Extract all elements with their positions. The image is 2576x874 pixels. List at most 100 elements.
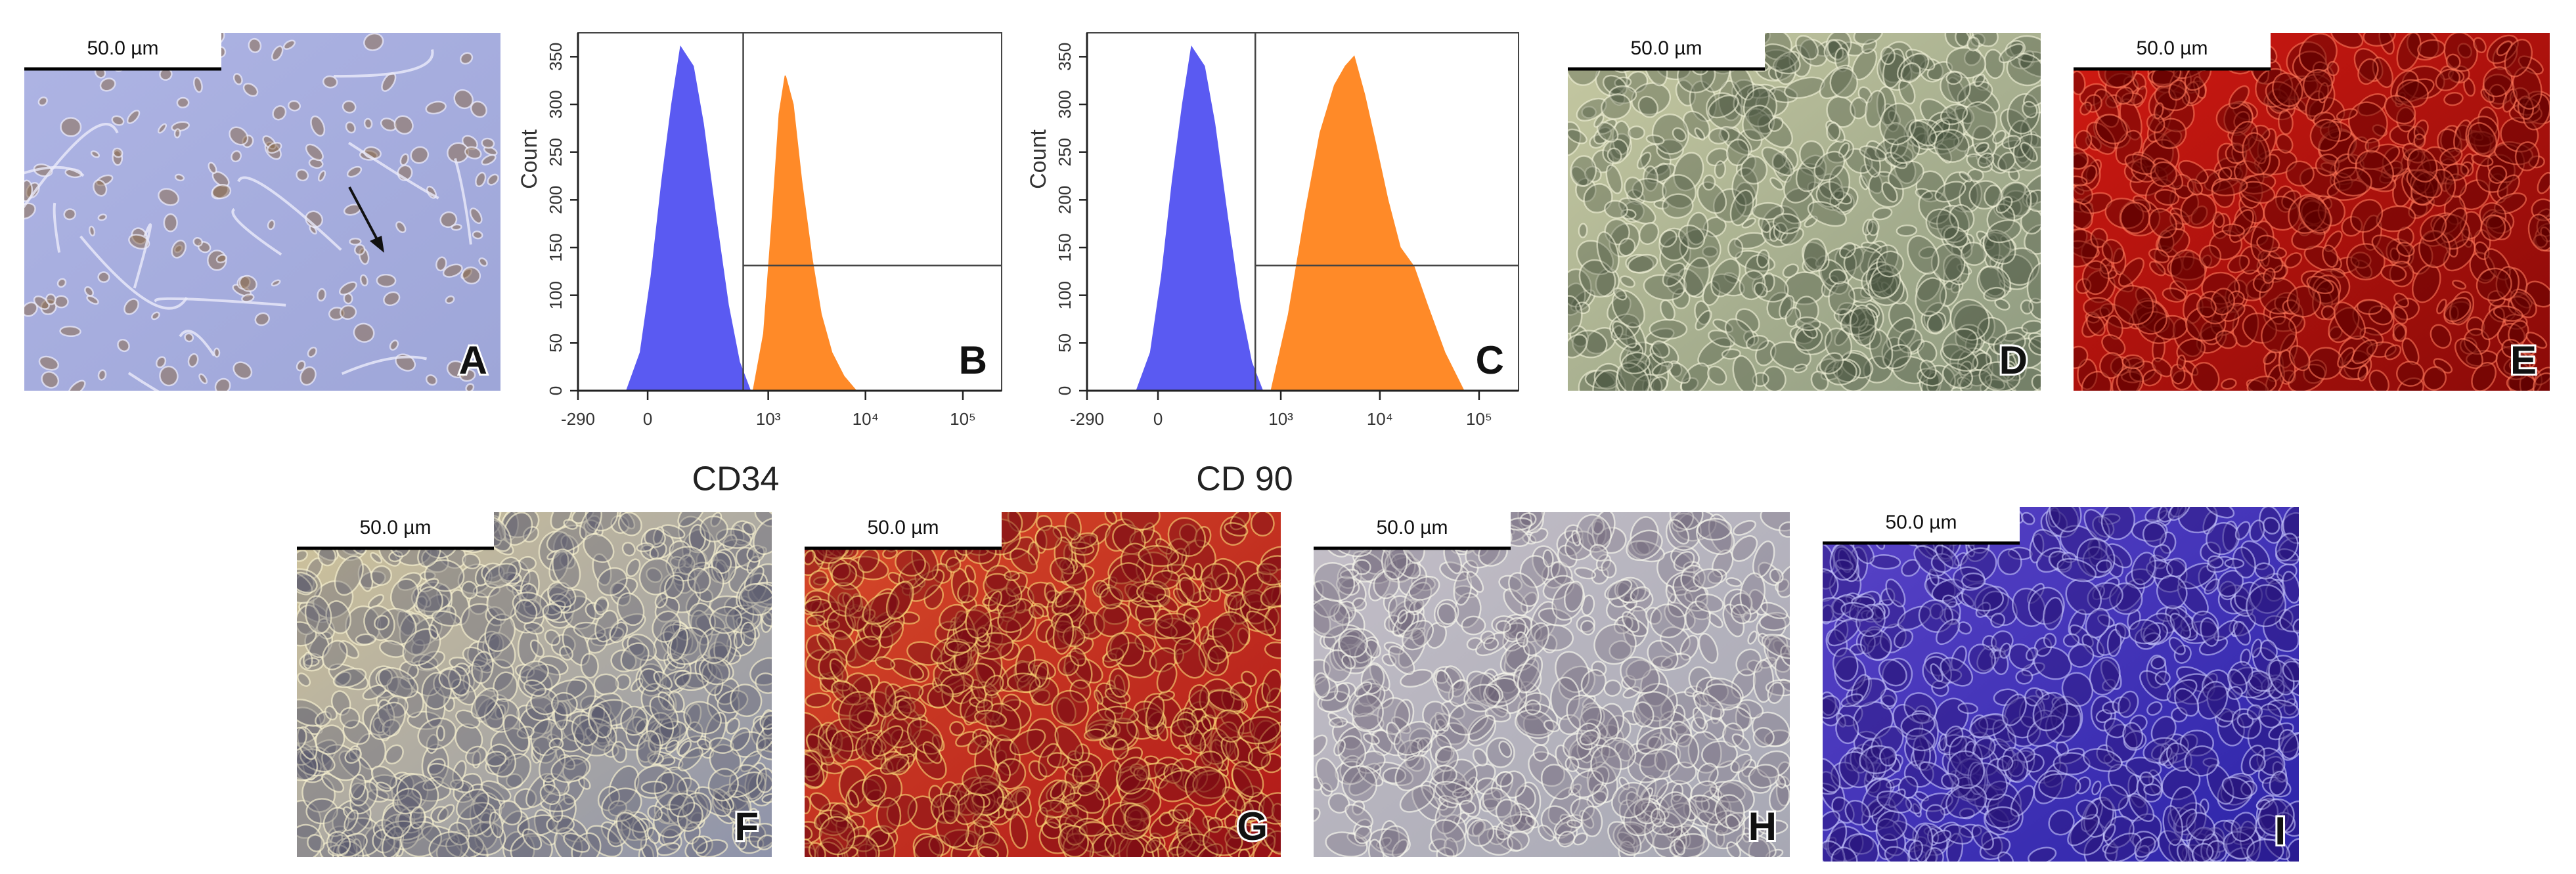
- cell: [2480, 214, 2506, 242]
- cell: [1926, 311, 1947, 334]
- cell: [646, 827, 660, 844]
- cell: [2368, 369, 2390, 391]
- cell: [1984, 806, 2020, 829]
- cell: [2357, 93, 2387, 117]
- cell: [1828, 280, 1855, 316]
- cell: [1619, 342, 1644, 369]
- cell: [1992, 129, 2007, 144]
- cell: [1961, 101, 1997, 141]
- cell: [1649, 318, 1688, 340]
- panel-label: C: [1476, 338, 1504, 382]
- cell: [730, 727, 751, 752]
- cell: [2330, 33, 2364, 49]
- cell: [597, 785, 621, 812]
- cell: [1879, 102, 1917, 146]
- cell: [1918, 190, 1951, 225]
- cell: [363, 118, 373, 129]
- cell: [376, 781, 392, 792]
- cell: [761, 793, 772, 804]
- cell: [1942, 362, 1973, 389]
- cell: [2275, 133, 2294, 154]
- fibroblast: [179, 330, 215, 357]
- cell: [2020, 208, 2041, 235]
- cell: [1804, 215, 1818, 228]
- x-tick-label: 10³: [1268, 409, 1293, 429]
- cell: [465, 745, 487, 766]
- cell: [559, 645, 574, 661]
- cell: [459, 52, 474, 65]
- cell: [462, 553, 481, 569]
- cell: [2081, 260, 2110, 295]
- cell: [1866, 218, 1880, 236]
- cell: [1943, 226, 1969, 248]
- cell: [2433, 358, 2453, 374]
- cell: [2439, 147, 2463, 166]
- scale-bar-background: [24, 33, 221, 69]
- cell: [1662, 193, 1694, 219]
- cell: [2467, 122, 2498, 157]
- cell: [2015, 669, 2033, 685]
- cell: [1250, 512, 1275, 537]
- cell: [499, 800, 523, 825]
- cell: [38, 355, 59, 371]
- cell: [1620, 208, 1637, 220]
- cell: [2537, 171, 2550, 194]
- cell: [708, 737, 734, 754]
- cell: [2337, 347, 2355, 368]
- cell: [2154, 83, 2190, 112]
- cell: [2333, 301, 2366, 340]
- cell: [2417, 39, 2446, 59]
- y-tick-label: 100: [546, 281, 566, 309]
- cell: [1955, 33, 1970, 48]
- cell: [1735, 308, 1760, 334]
- cell: [2514, 141, 2540, 171]
- cell: [606, 727, 646, 751]
- cell: [1781, 146, 1799, 170]
- cell: [233, 73, 243, 85]
- cell: [1604, 218, 1630, 246]
- cell: [481, 137, 495, 149]
- cell: [2176, 354, 2187, 370]
- cell: [1977, 152, 1995, 169]
- cell: [2392, 322, 2407, 342]
- cell: [1993, 332, 2026, 357]
- cell: [580, 653, 599, 679]
- cell: [665, 546, 707, 582]
- cell: [282, 39, 296, 50]
- cell: [471, 651, 494, 684]
- cell: [112, 147, 123, 158]
- x-tick-label: 10⁴: [1367, 409, 1393, 429]
- cell: [805, 795, 811, 815]
- cell: [1945, 71, 1963, 85]
- cell: [1710, 258, 1741, 297]
- panel-label: B: [959, 338, 987, 382]
- cell: [370, 565, 392, 586]
- cell: [2215, 330, 2238, 349]
- cell: [2038, 773, 2081, 800]
- cell: [2532, 372, 2550, 391]
- cell: [1983, 286, 2006, 302]
- cell: [646, 712, 675, 747]
- cell: [1772, 51, 1800, 72]
- cell: [1593, 362, 1622, 390]
- cell: [2443, 91, 2464, 106]
- cell: [654, 592, 668, 609]
- cell: [173, 128, 181, 139]
- cell: [2154, 670, 2171, 686]
- cell: [620, 642, 650, 672]
- cell: [1739, 270, 1766, 301]
- cell: [88, 225, 96, 237]
- cell: [2527, 213, 2550, 251]
- cell: [512, 592, 550, 619]
- cell: [379, 640, 407, 658]
- cell: [2079, 101, 2093, 116]
- cell: [431, 610, 462, 627]
- cell: [24, 179, 33, 202]
- cell: [339, 707, 361, 729]
- cell: [1783, 167, 1816, 204]
- cell: [747, 581, 772, 609]
- cell: [156, 356, 167, 368]
- cell: [1942, 253, 1970, 286]
- cell: [2322, 244, 2339, 268]
